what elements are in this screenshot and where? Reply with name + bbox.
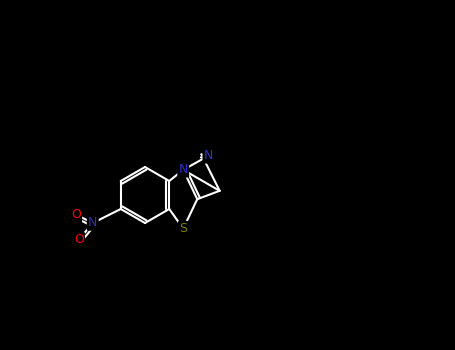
Text: O: O bbox=[71, 208, 81, 221]
Text: S: S bbox=[179, 222, 187, 235]
Text: N: N bbox=[178, 163, 188, 176]
Text: N: N bbox=[204, 149, 213, 162]
Text: O: O bbox=[74, 233, 84, 246]
Text: N: N bbox=[88, 217, 97, 230]
